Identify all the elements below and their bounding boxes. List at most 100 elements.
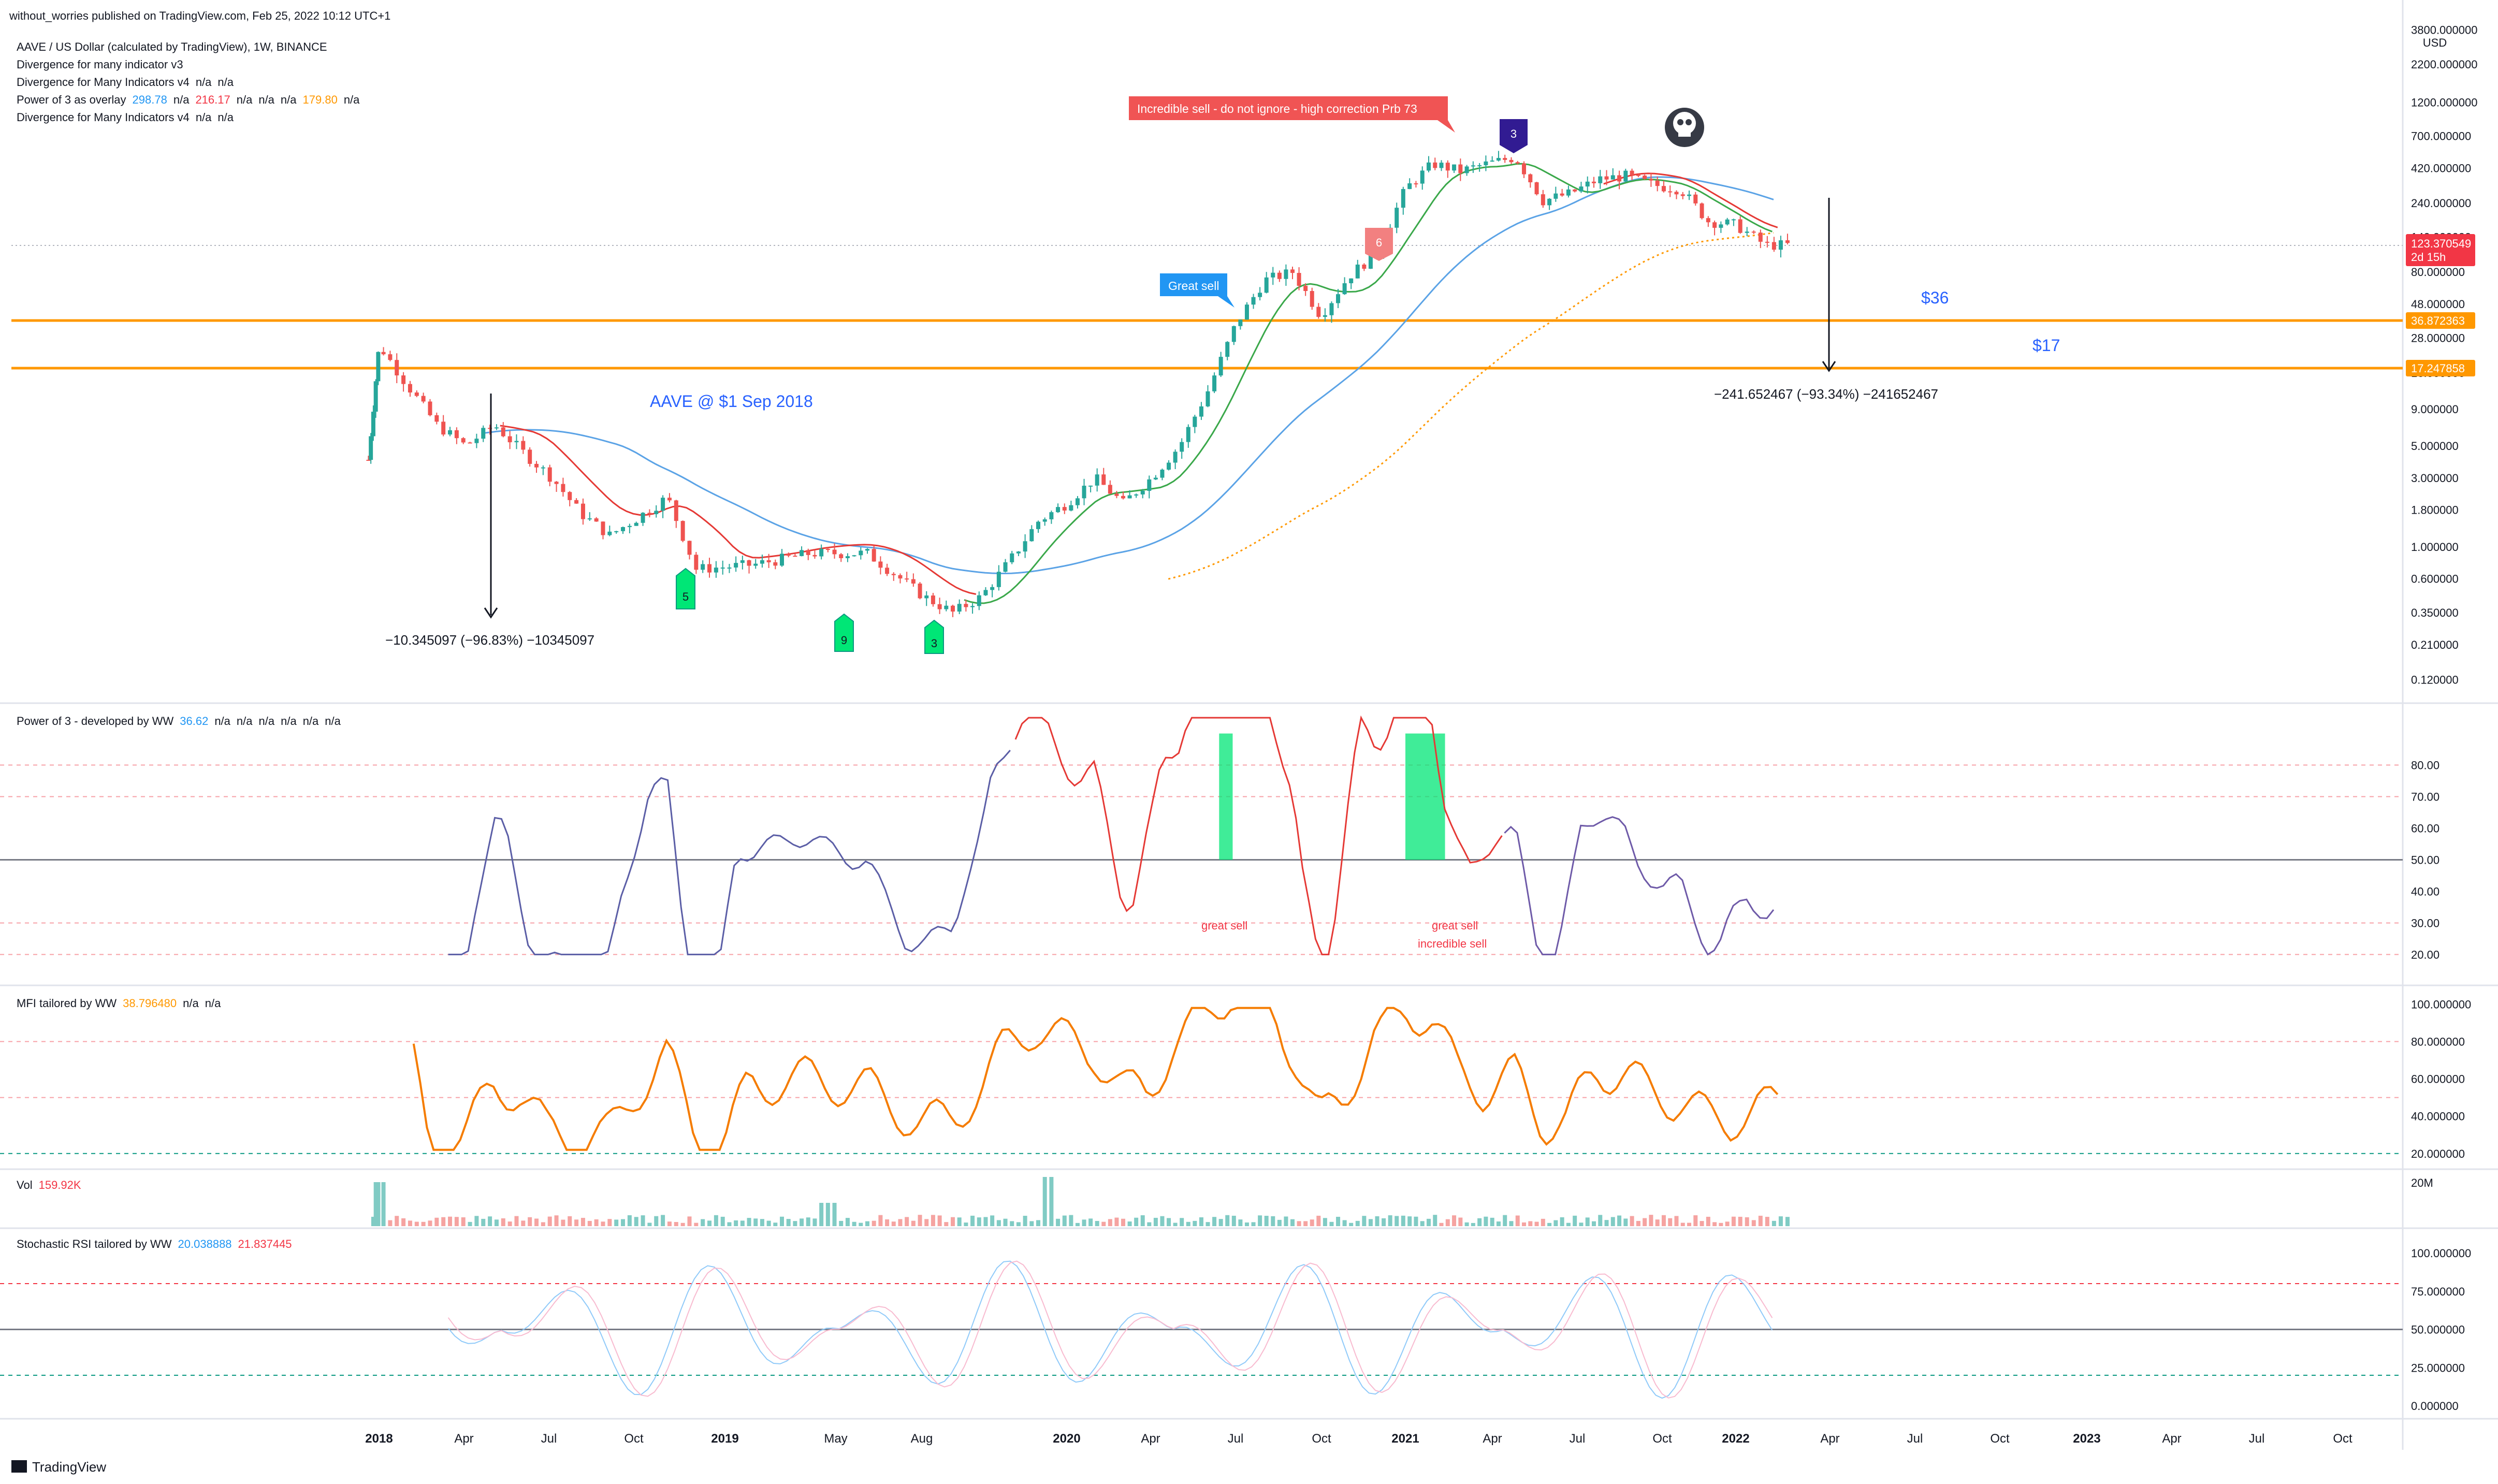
- incredible-sell-callout: Incredible sell - do not ignore - high c…: [1129, 96, 1455, 133]
- svg-text:TradingView: TradingView: [32, 1459, 106, 1475]
- volume-bar: [1342, 1220, 1347, 1226]
- volume-bar: [1271, 1216, 1275, 1226]
- candle-body: [1426, 162, 1431, 171]
- candle-body: [1173, 452, 1178, 463]
- svg-text:5: 5: [682, 590, 689, 603]
- candle-body: [964, 604, 968, 607]
- skull-icon: [1665, 108, 1704, 147]
- axis-tick-label: 60.000000: [2411, 1073, 2465, 1086]
- volume-bar: [1407, 1216, 1412, 1226]
- price-tick-label: 28.000000: [2411, 331, 2465, 344]
- volume-bar: [1167, 1218, 1171, 1226]
- candle-body: [990, 587, 995, 590]
- candle-body: [1186, 427, 1190, 442]
- candle-body: [1738, 219, 1742, 233]
- candle-body: [1528, 174, 1533, 183]
- axis-tick-label: 80.000000: [2411, 1036, 2465, 1049]
- volume-bar: [1503, 1215, 1507, 1226]
- time-tick-label: Jul: [1228, 1432, 1244, 1446]
- volume-bar: [852, 1221, 856, 1226]
- sell-signal-badge: 3: [1500, 119, 1528, 153]
- candle-body: [1471, 165, 1475, 167]
- volume-bar: [1355, 1220, 1360, 1226]
- price-tick-label: 0.210000: [2411, 638, 2459, 651]
- volume-bar: [1016, 1222, 1021, 1226]
- candle-body: [1687, 194, 1692, 196]
- volume-bar: [1771, 1220, 1776, 1226]
- last-price-tag: 123.370549 2d 15h: [2406, 234, 2475, 266]
- candle-body: [1668, 191, 1673, 193]
- volume-bar: [800, 1218, 804, 1226]
- candle-body: [481, 428, 486, 439]
- volume-bar: [1785, 1217, 1790, 1226]
- volume-bar: [1388, 1215, 1392, 1226]
- volume-bar: [1751, 1220, 1756, 1226]
- volume-bar: [964, 1223, 968, 1226]
- volume-bar: [918, 1215, 922, 1226]
- candle-body: [773, 562, 778, 566]
- candle-body: [1522, 163, 1527, 174]
- volume-bar: [1121, 1218, 1125, 1226]
- candle-body: [547, 467, 552, 482]
- volume-bar: [554, 1215, 559, 1226]
- candle-body: [627, 526, 632, 527]
- price-tick-label: 240.000000: [2411, 197, 2471, 210]
- candle-body: [1604, 176, 1609, 180]
- volume-bar: [1231, 1215, 1236, 1226]
- axis-tick-label: 40.000000: [2411, 1110, 2465, 1123]
- candle-body: [1579, 186, 1584, 192]
- volume-bar: [694, 1223, 699, 1226]
- volume-bar: [970, 1215, 975, 1226]
- power3-line-cool: [1504, 816, 1775, 956]
- candle-body: [740, 560, 745, 563]
- candle-body: [1785, 240, 1790, 243]
- volume-bar: [481, 1218, 486, 1226]
- time-tick-label: Oct: [1312, 1432, 1331, 1446]
- great-sell-callout: Great sell: [1160, 273, 1235, 308]
- candle-body: [534, 463, 539, 468]
- candle-body: [1655, 180, 1660, 186]
- candle-body: [1464, 166, 1469, 173]
- candle-body: [388, 354, 393, 360]
- volume-bar: [1199, 1217, 1203, 1226]
- volume-bar: [1180, 1218, 1184, 1226]
- candle-body: [720, 568, 725, 569]
- time-axis: 2018 Apr Jul Oct 2019 May Aug 2020 Apr Jul Oct 2021…: [365, 1432, 2352, 1446]
- volume-bar: [937, 1215, 942, 1226]
- volume-bar: [461, 1217, 466, 1226]
- volume-bar: [951, 1217, 955, 1226]
- time-tick-label: 2021: [1391, 1432, 1419, 1446]
- candle-body: [1212, 375, 1217, 391]
- candle-body: [621, 527, 626, 531]
- price-axis: 3800.000000 2200.000000 1200.000000 700.000…: [2411, 24, 2477, 687]
- candle-body: [1598, 176, 1603, 183]
- volume-bar: [753, 1218, 758, 1226]
- candle-body: [1630, 170, 1634, 175]
- candle-body: [1206, 391, 1210, 406]
- candle-body: [634, 522, 638, 526]
- time-tick-label: 2020: [1053, 1432, 1080, 1446]
- published-by: without_worries published on TradingView…: [9, 9, 390, 22]
- candle-body: [366, 459, 371, 461]
- time-tick-label: Oct: [1652, 1432, 1672, 1446]
- candle-body: [1003, 562, 1008, 572]
- candle-body: [1114, 493, 1119, 496]
- candle-body: [507, 436, 512, 443]
- price-tick-label: 0.600000: [2411, 573, 2459, 586]
- candle-body: [753, 563, 758, 566]
- candle-body: [931, 595, 935, 604]
- volume-bar: [832, 1203, 837, 1226]
- time-tick-label: Jul: [1907, 1432, 1923, 1446]
- support-levels: [11, 245, 2403, 370]
- volume-bar: [1680, 1223, 1685, 1226]
- volume-bar: [1674, 1216, 1679, 1226]
- power3-legend: Power of 3 - developed by WW 36.62 n/a n/a n…: [17, 715, 341, 728]
- volume-bar: [996, 1220, 1001, 1226]
- candle-body: [1765, 241, 1769, 243]
- candle-body: [395, 360, 399, 376]
- candle-body: [766, 560, 771, 562]
- candle-body: [594, 518, 599, 522]
- candle-body: [687, 541, 692, 555]
- buy-signal-badge: 3: [924, 619, 944, 654]
